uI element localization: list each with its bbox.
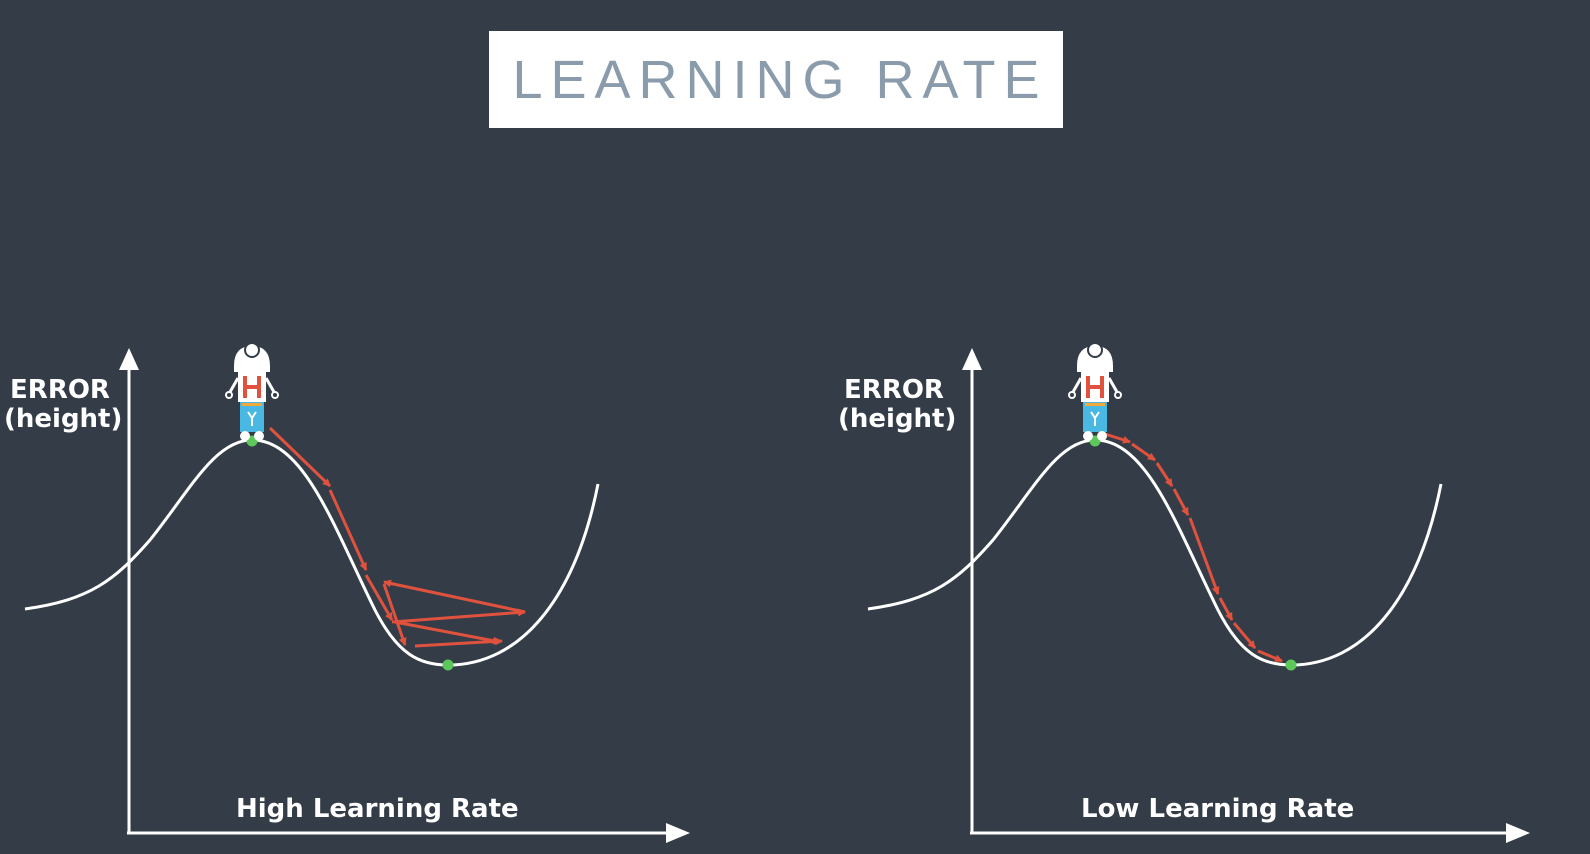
step-arrow — [1232, 622, 1257, 649]
step-arrow — [268, 426, 332, 488]
y-label-line2: (height) — [838, 404, 957, 434]
step-arrow — [383, 579, 526, 614]
step-arrow — [394, 620, 501, 645]
y-label-line2: (height) — [4, 404, 123, 434]
step-arrow — [1131, 442, 1156, 462]
step-arrow — [364, 574, 394, 621]
x-axis-arrowhead — [666, 823, 690, 843]
minimum-point — [442, 659, 454, 671]
step-arrow — [1104, 432, 1131, 444]
step-arrow — [1257, 649, 1283, 663]
y-axis-arrowhead — [962, 348, 982, 370]
step-arrow — [1172, 488, 1190, 516]
y-axis-arrowhead — [119, 348, 139, 370]
error-curve — [24, 438, 600, 667]
y-axis-label-low: ERROR (height) — [838, 375, 957, 434]
step-arrow — [391, 608, 526, 624]
panel-high-learning-rate — [24, 341, 690, 843]
x-axis-label-low: Low Learning Rate — [1081, 794, 1355, 824]
step-arrow — [1218, 597, 1234, 621]
step-arrow — [382, 583, 407, 646]
step-arrow — [1188, 517, 1220, 595]
robot-icon — [1067, 341, 1123, 443]
minimum-point — [1285, 659, 1297, 671]
error-curve — [867, 438, 1443, 667]
y-label-line1: ERROR — [10, 375, 110, 405]
page-title: LEARNING RATE — [512, 49, 1048, 110]
step-arrow — [1155, 462, 1174, 487]
step-arrow — [328, 489, 368, 571]
x-axis-arrowhead — [1506, 823, 1530, 843]
panel-low-learning-rate — [867, 341, 1530, 843]
y-axis-label-high: ERROR (height) — [4, 375, 123, 434]
y-label-line1: ERROR — [844, 375, 944, 405]
title-box: LEARNING RATE — [489, 31, 1063, 128]
step-arrow — [414, 637, 503, 648]
robot-icon — [224, 341, 280, 443]
x-axis-label-high: High Learning Rate — [236, 794, 519, 824]
